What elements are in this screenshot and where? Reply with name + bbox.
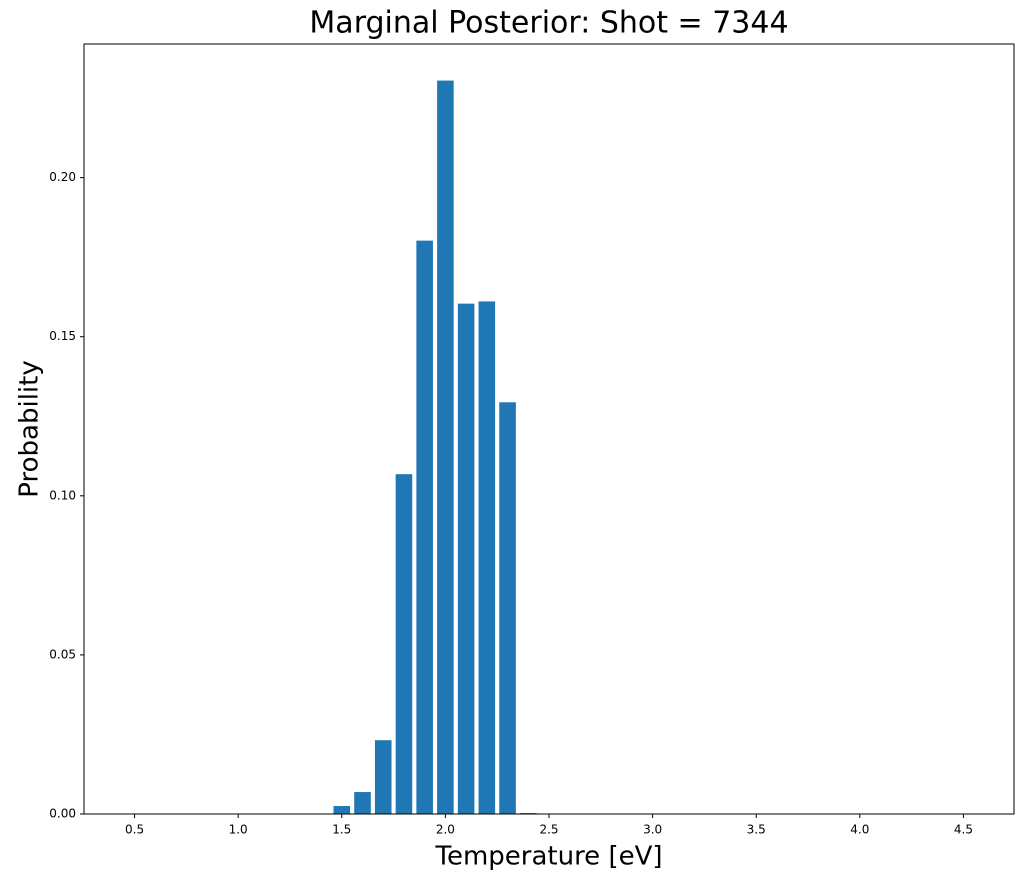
x-axis-label: Temperature [eV] [434,842,662,872]
x-tick-label: 1.5 [332,823,351,837]
y-tick-label: 0.15 [49,329,76,343]
bar [395,474,413,814]
x-tick-label: 3.0 [643,823,662,837]
x-tick-label: 2.5 [539,823,558,837]
bar [437,80,454,814]
y-tick-label: 0.20 [49,170,76,184]
x-tick-label: 2.0 [436,823,455,837]
y-axis-label: Probability [15,360,45,497]
y-tick-label: 0.05 [49,647,76,661]
x-tick-label: 3.5 [747,823,766,837]
chart-title: Marginal Posterior: Shot = 7344 [309,6,788,41]
bar [333,806,351,814]
plot-frame [83,43,1015,815]
x-tick-label: 0.5 [125,823,144,837]
x-tick-label: 1.0 [229,823,248,837]
bar [354,792,371,814]
bar [457,303,475,814]
bar [499,402,516,814]
bar [478,301,496,815]
x-tick-label: 4.0 [850,823,869,837]
y-tick-label: 0.00 [49,807,76,821]
y-tick-label: 0.10 [49,488,76,502]
bar [374,740,392,814]
bar [416,240,433,815]
x-tick-label: 4.5 [954,823,973,837]
